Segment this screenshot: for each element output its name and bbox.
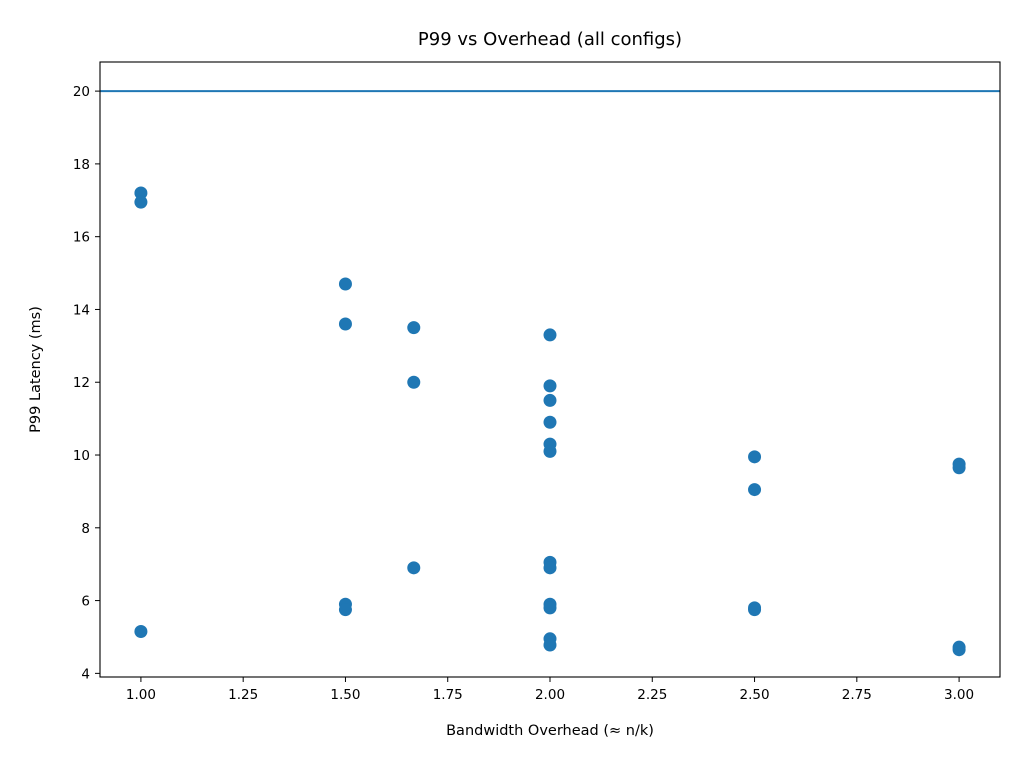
y-tick-label: 20 xyxy=(73,84,90,100)
x-axis-title: Bandwidth Overhead (≈ n/k) xyxy=(446,723,654,739)
data-points-layer xyxy=(134,186,966,657)
data-point xyxy=(134,195,148,209)
chart-title: P99 vs Overhead (all configs) xyxy=(418,29,682,50)
data-point xyxy=(134,186,148,200)
y-tick-label: 8 xyxy=(81,521,90,537)
data-point xyxy=(134,625,148,639)
data-point xyxy=(748,603,762,617)
x-tick-label: 3.00 xyxy=(944,687,974,703)
x-tick-label: 2.00 xyxy=(535,687,565,703)
y-tick-label: 6 xyxy=(81,594,90,610)
x-tick-label: 1.75 xyxy=(433,687,463,703)
x-tick-label: 2.75 xyxy=(842,687,872,703)
x-tick-label: 2.50 xyxy=(740,687,770,703)
data-point xyxy=(543,561,557,575)
x-tick-label: 1.50 xyxy=(330,687,360,703)
x-tick-label: 1.25 xyxy=(228,687,258,703)
y-tick-label: 14 xyxy=(73,302,90,318)
y-axis-ticks: 4 6 8 10 12 14 16 18 20 xyxy=(73,84,100,682)
y-tick-label: 10 xyxy=(73,448,90,464)
data-point xyxy=(543,638,557,652)
data-point xyxy=(748,483,762,497)
y-tick-label: 18 xyxy=(73,157,90,173)
data-point xyxy=(543,415,557,429)
y-tick-label: 12 xyxy=(73,375,90,391)
data-point xyxy=(543,393,557,407)
data-point xyxy=(407,321,421,335)
data-point xyxy=(543,601,557,615)
x-tick-label: 2.25 xyxy=(637,687,667,703)
data-point xyxy=(952,461,966,475)
data-point xyxy=(407,375,421,389)
y-tick-label: 16 xyxy=(73,230,90,246)
x-tick-label: 1.00 xyxy=(126,687,156,703)
data-point xyxy=(338,277,352,291)
y-tick-label: 4 xyxy=(81,666,90,682)
data-point xyxy=(338,317,352,331)
data-point xyxy=(952,643,966,657)
data-point xyxy=(407,561,421,575)
x-axis-ticks: 1.00 1.25 1.50 1.75 2.00 2.25 2.50 2.75 3.00 xyxy=(126,677,974,703)
data-point xyxy=(543,328,557,342)
data-point xyxy=(543,444,557,458)
y-axis-title: P99 Latency (ms) xyxy=(28,306,44,433)
data-point xyxy=(338,603,352,617)
data-point xyxy=(748,450,762,464)
data-point xyxy=(543,379,557,393)
